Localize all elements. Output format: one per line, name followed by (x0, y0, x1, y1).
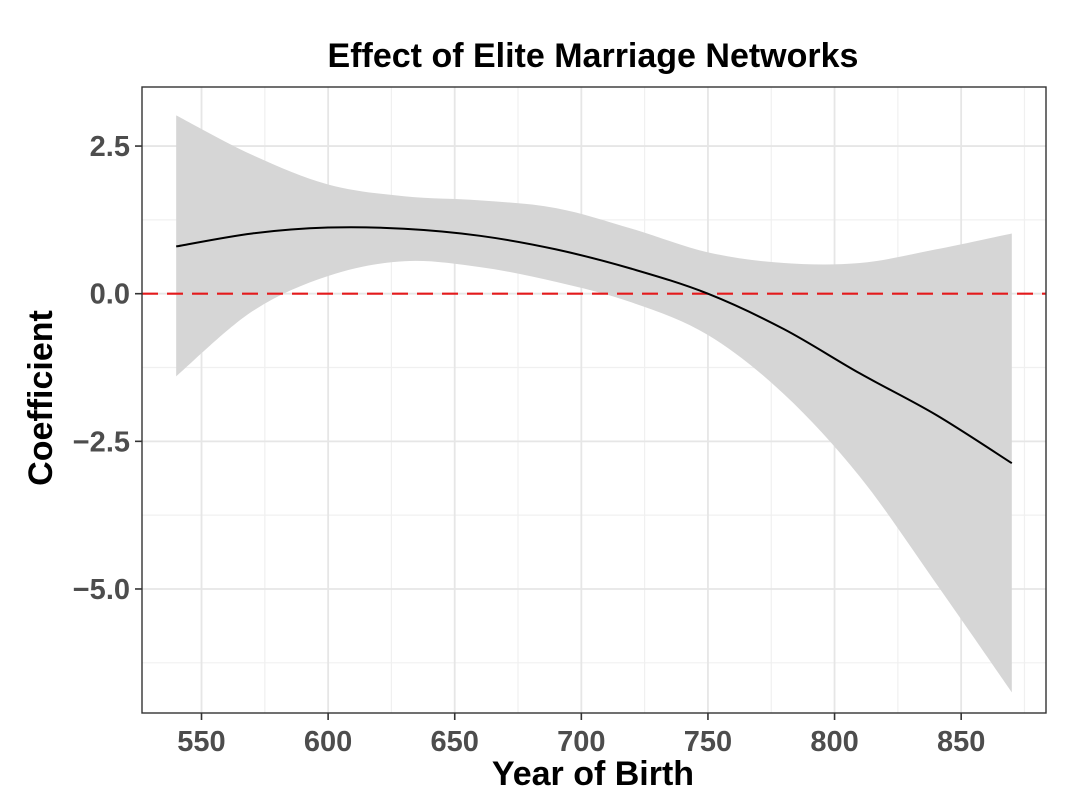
y-tick-label: −2.5 (73, 426, 130, 458)
x-tick-label: 850 (937, 726, 985, 758)
confidence-ribbon (176, 115, 1012, 693)
x-axis-title: Year of Birth (492, 755, 694, 793)
y-tick-label: 2.5 (90, 131, 130, 163)
axis-ticks: 550 600 650 700 750 800 850 2.5 0.0 −2.5 −5.0 (73, 131, 986, 758)
y-axis-title: Coefficient (22, 310, 60, 486)
x-tick-label: 800 (810, 726, 858, 758)
chart-title: Effect of Elite Marriage Networks (328, 37, 859, 75)
x-tick-label: 600 (304, 726, 352, 758)
y-tick-label: 0.0 (90, 279, 130, 311)
x-tick-label: 700 (557, 726, 605, 758)
x-tick-label: 550 (177, 726, 225, 758)
x-tick-label: 750 (684, 726, 732, 758)
panel-border (141, 86, 1047, 714)
x-tick-label: 650 (431, 726, 479, 758)
fit-line (176, 226, 1013, 465)
y-tick-label: −5.0 (73, 574, 130, 606)
